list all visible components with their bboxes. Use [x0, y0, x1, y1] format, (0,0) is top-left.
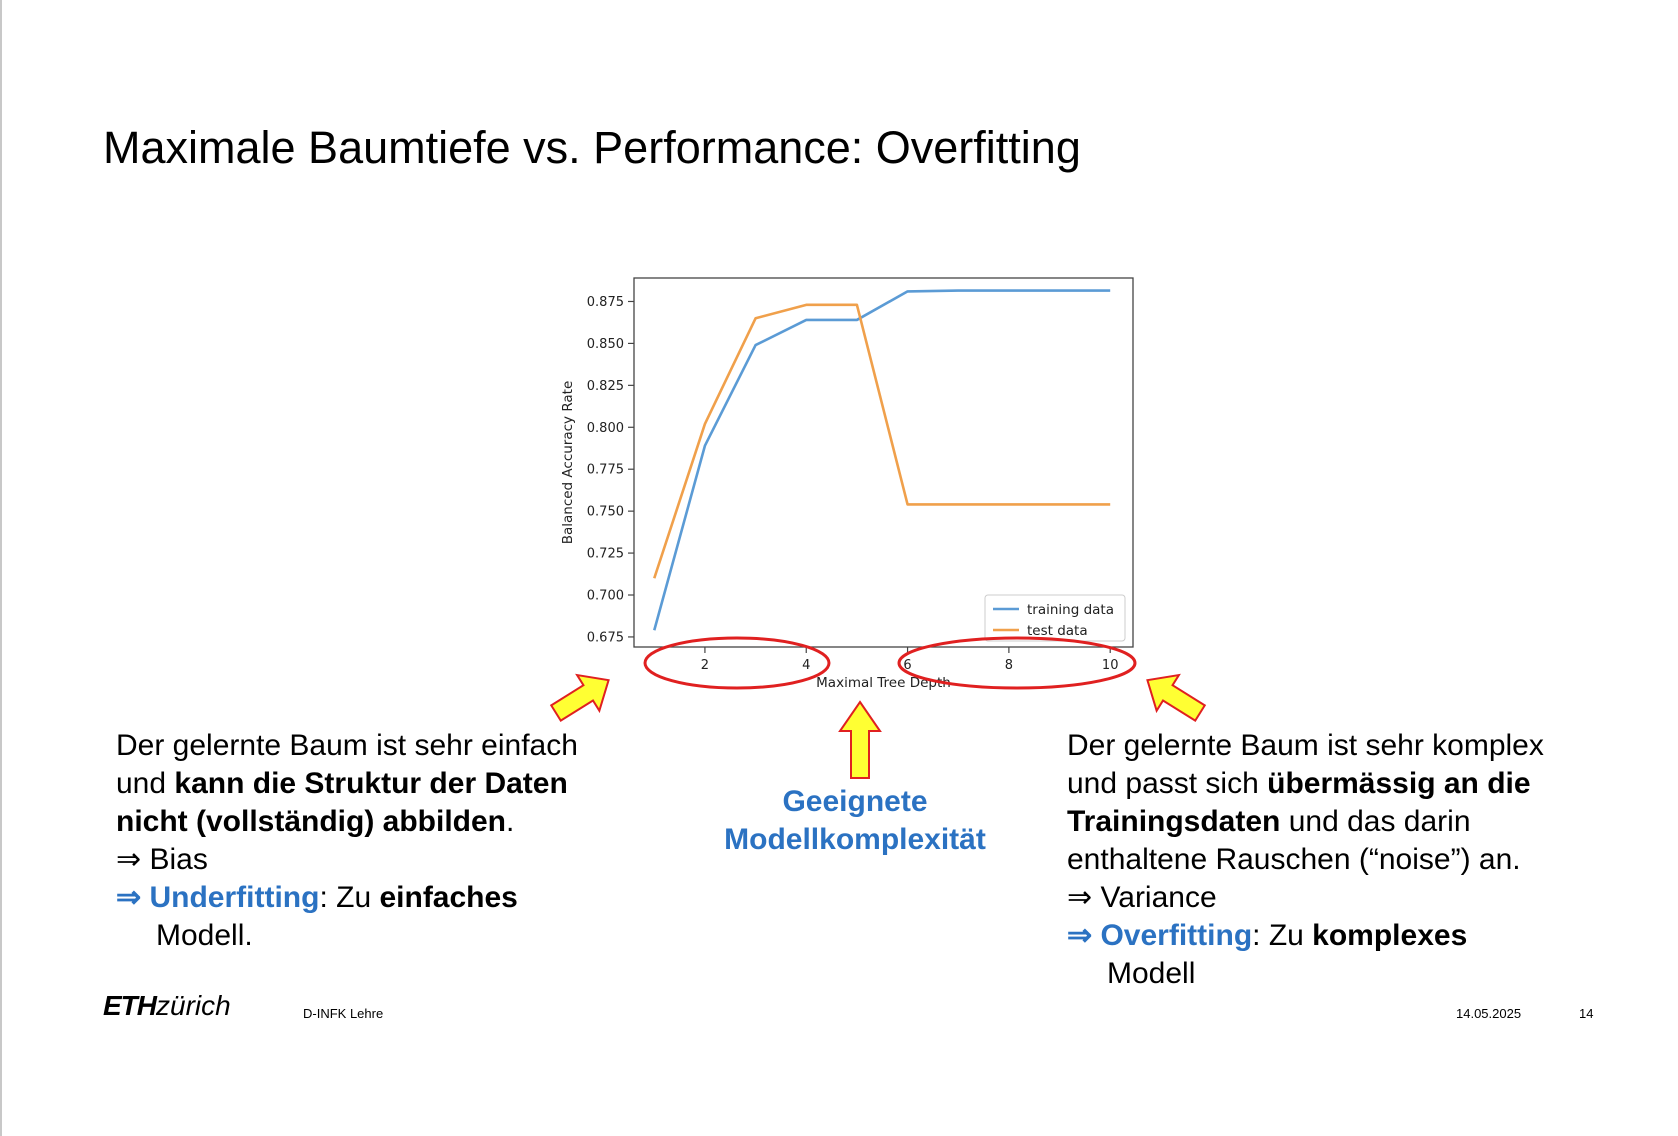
- left-line-3: nicht (vollständig) abbilden.: [116, 805, 515, 838]
- left-line-1: Der gelernte Baum ist sehr einfach: [116, 729, 578, 762]
- footer-date: 14.05.2025: [1456, 1006, 1522, 1021]
- overfitting-explanation: Der gelernte Baum ist sehr komplex und p…: [1067, 727, 1544, 993]
- y-tick-label: 0.875: [587, 295, 624, 310]
- x-tick-label: 10: [1102, 658, 1119, 673]
- series-line-training-data: [653, 289, 1111, 631]
- x-tick-label: 2: [701, 658, 709, 673]
- overfitting-term: Overfitting: [1092, 919, 1253, 952]
- right-line-2: und passt sich übermässig an die: [1067, 767, 1531, 800]
- underfitting-term: Underfitting: [141, 881, 320, 914]
- suitable-complexity-label: Geeignete Modellkomplexität: [724, 785, 986, 856]
- x-tick-label: 8: [1005, 658, 1013, 673]
- left-line-6: Modell.: [156, 919, 253, 952]
- series-line-test-data: [653, 303, 1111, 579]
- y-tick-label: 0.775: [587, 463, 624, 478]
- right-line-overfitting: ⇒ Overfitting: Zu komplexes: [1067, 919, 1468, 952]
- right-line-3: Trainingsdaten und das darin: [1067, 805, 1471, 838]
- right-line-7: Modell: [1107, 957, 1196, 990]
- x-axis-label: Maximal Tree Depth: [816, 675, 951, 691]
- right-line-1: Der gelernte Baum ist sehr komplex: [1067, 729, 1544, 762]
- page-number: 14: [1579, 1006, 1594, 1021]
- up-right-arrow-icon: [549, 673, 610, 723]
- legend-label: test data: [1027, 623, 1088, 639]
- slide-title: Maximale Baumtiefe vs. Performance: Over…: [103, 122, 1081, 173]
- y-tick-label: 0.725: [587, 547, 624, 562]
- up-arrow-icon: [838, 700, 882, 779]
- implies-arrow-icon: ⇒: [116, 843, 142, 876]
- y-tick-label: 0.800: [587, 421, 624, 436]
- up-left-arrow-icon: [1146, 673, 1207, 723]
- y-tick-label: 0.675: [587, 630, 624, 645]
- x-tick-label: 6: [903, 658, 911, 673]
- underfitting-highlight-ellipse: [643, 636, 831, 690]
- left-line-bias: ⇒ Bias: [116, 843, 208, 876]
- implies-arrow-icon: ⇒: [1067, 919, 1093, 952]
- legend-label: training data: [1027, 602, 1114, 618]
- y-axis-label: Balanced Accuracy Rate: [560, 381, 576, 545]
- y-tick-label: 0.700: [587, 589, 624, 604]
- y-tick-label: 0.750: [587, 505, 624, 520]
- y-tick-label: 0.850: [587, 337, 624, 352]
- implies-arrow-icon: ⇒: [1067, 881, 1093, 914]
- y-tick-label: 0.825: [587, 379, 624, 394]
- left-line-2: und kann die Struktur der Daten: [116, 767, 568, 800]
- x-tick-label: 4: [802, 658, 810, 673]
- underfitting-explanation: Der gelernte Baum ist sehr einfach und k…: [116, 727, 578, 955]
- right-line-4: enthaltene Rauschen (“noise”) an.: [1067, 843, 1521, 876]
- implies-arrow-icon: ⇒: [116, 881, 142, 914]
- slide-left-border: [0, 0, 2, 1136]
- footer-department: D-INFK Lehre: [303, 1006, 384, 1021]
- overfitting-highlight-ellipse: [897, 636, 1137, 690]
- left-line-underfitting: ⇒ Underfitting: Zu einfaches: [116, 881, 518, 914]
- plot-frame: [633, 277, 1134, 648]
- right-line-variance: ⇒ Variance: [1067, 881, 1217, 914]
- legend-box: [984, 594, 1126, 642]
- eth-zurich-logo: ETHzürich: [103, 990, 231, 1021]
